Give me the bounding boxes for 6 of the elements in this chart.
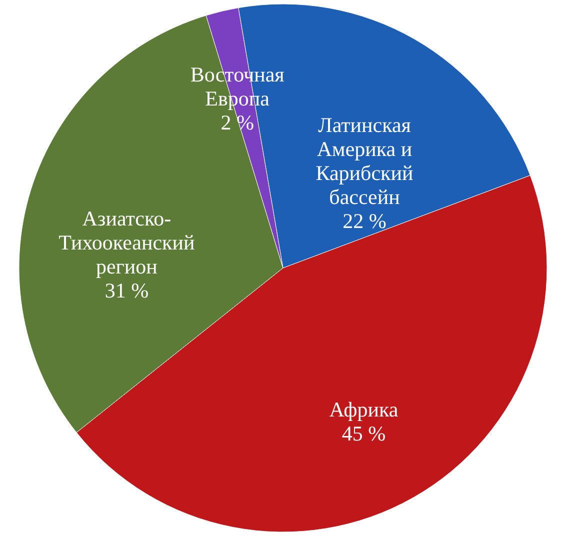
slice-label: Африка [329,397,399,422]
slice-label: Азиатско-Тихоокеанский регион [58,206,195,278]
data-label: 22 % [342,209,386,234]
slice-label: Латинская Америка и Карибский бассейн [316,113,414,210]
data-label: 45 % [342,421,386,446]
data-label: 31 % [104,278,149,302]
